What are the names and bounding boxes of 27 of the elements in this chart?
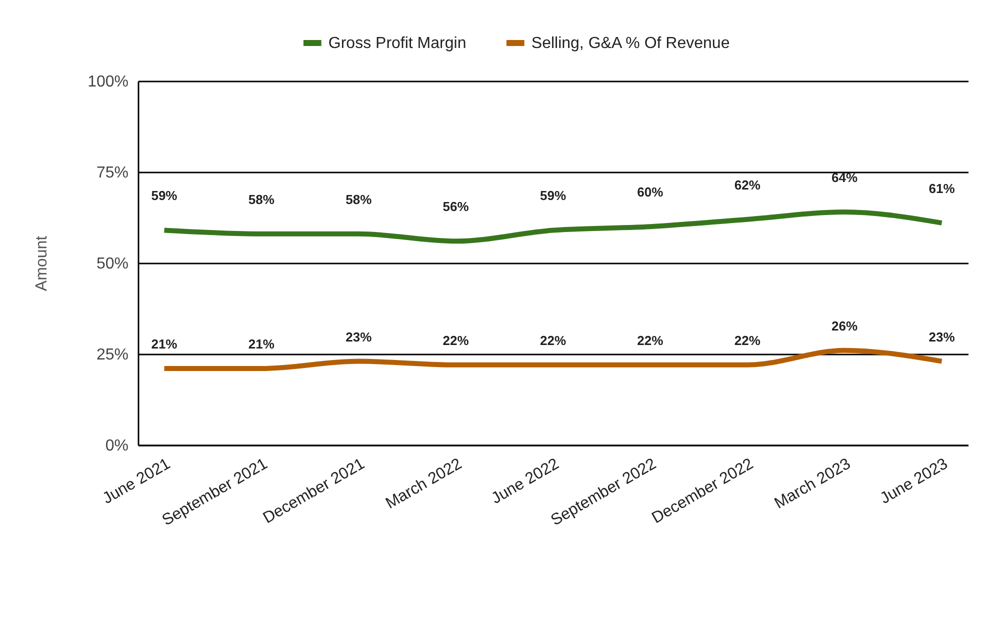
data-label: 59% [151, 188, 178, 204]
data-label: 22% [540, 332, 566, 348]
y-axis-title: Amount [34, 235, 51, 292]
y-tick-label: 25% [96, 346, 128, 364]
data-label: 23% [346, 329, 372, 344]
data-label: 58% [346, 192, 372, 207]
legend-label: Selling, G&A % Of Revenue [531, 35, 730, 52]
y-tick-label: 0% [105, 438, 128, 454]
data-label: 22% [637, 332, 664, 348]
data-label: 60% [637, 184, 664, 200]
data-label: 62% [734, 177, 761, 192]
y-tick-label: 75% [96, 164, 128, 182]
data-label: 21% [248, 336, 275, 352]
x-tick-label: June 2023 [878, 455, 951, 508]
data-label: 56% [442, 199, 470, 214]
y-tick-label: 100% [88, 74, 128, 90]
data-label: 58% [248, 192, 275, 207]
data-label: 21% [151, 336, 178, 352]
data-label: 23% [928, 329, 956, 344]
legend-label: Gross Profit Margin [328, 35, 466, 52]
data-label: 26% [832, 318, 858, 334]
data-label: 64% [832, 170, 858, 186]
data-label: 22% [734, 332, 761, 348]
y-tick-label: 50% [96, 256, 128, 272]
data-label: 22% [442, 332, 470, 348]
data-label: 61% [928, 180, 956, 196]
data-label: 59% [540, 188, 566, 204]
